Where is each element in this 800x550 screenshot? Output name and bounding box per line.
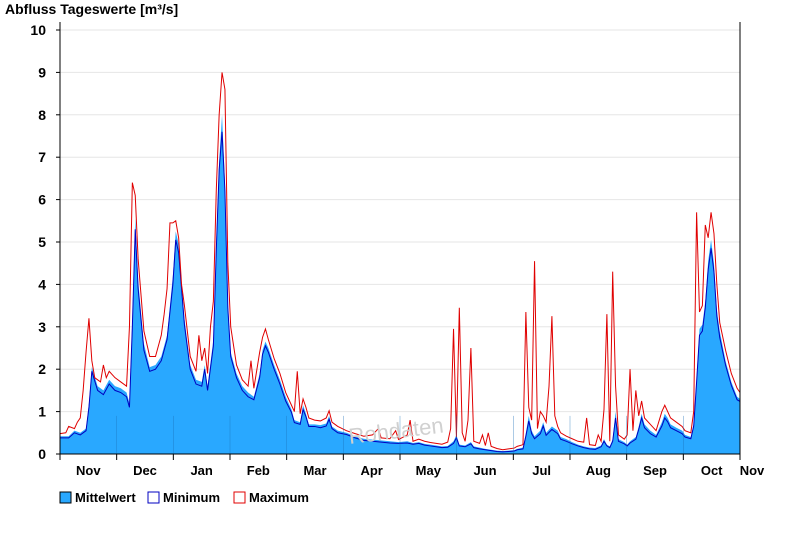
x-tick-label: Mar [303,463,326,478]
y-tick-label: 4 [38,276,46,292]
y-tick-label: 2 [38,361,46,377]
legend-label-mittelwert: Mittelwert [75,490,136,505]
y-tick-label: 1 [38,404,46,420]
x-tick-label: Jul [532,463,551,478]
chart-title: Abfluss Tageswerte [m³/s] [5,1,178,17]
legend: Mittelwert Minimum Maximum [59,490,309,505]
legend-swatch-mittelwert [59,491,72,504]
x-tick-label: May [416,463,442,478]
series-minimum-line [60,131,741,453]
x-tick-label: Dec [133,463,157,478]
y-tick-label: 5 [38,234,46,250]
x-tick-label: Jan [190,463,212,478]
y-axis-ticks: 0 1 2 3 4 5 6 7 8 9 10 [30,22,60,462]
x-tick-label: Feb [247,463,270,478]
series-mittelwert-area [60,114,740,455]
x-tick-label: Aug [586,463,611,478]
x-tick-label: Jun [473,463,496,478]
y-tick-label: 10 [30,22,46,38]
legend-label-minimum: Minimum [163,490,220,505]
plot-area [59,72,741,455]
legend-label-maximum: Maximum [249,490,309,505]
x-tick-label: Apr [360,463,382,478]
x-tick-label: Oct [701,463,723,478]
y-tick-label: 0 [38,446,46,462]
y-tick-label: 6 [38,192,46,208]
x-tick-label: Nov [76,463,101,478]
x-axis-ticks: Nov Dec Jan Feb Mar Apr May Jun Jul Aug Sep Oct Nov [59,454,765,478]
y-tick-label: 7 [38,149,46,165]
series-maximum-line [59,72,741,451]
y-tick-label: 8 [38,107,46,123]
y-tick-label: 9 [38,64,46,80]
x-tick-label: Nov [740,463,765,478]
legend-swatch-minimum [147,491,160,504]
x-tick-label: Sep [643,463,667,478]
legend-swatch-maximum [233,491,246,504]
y-tick-label: 3 [38,319,46,335]
